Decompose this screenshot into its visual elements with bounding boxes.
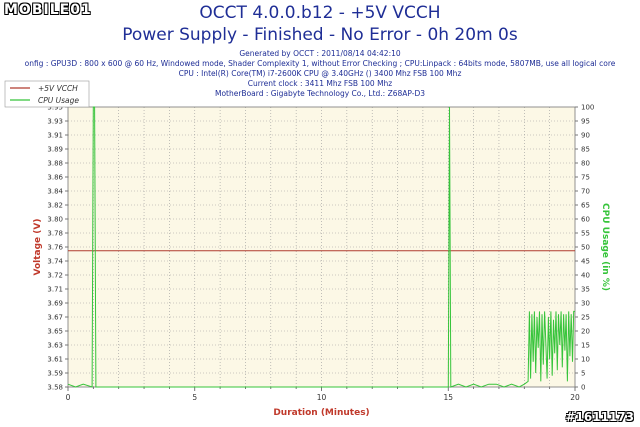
y-right-tick-label: 70 bbox=[581, 188, 590, 196]
series-line-cpu-usage bbox=[67, 106, 575, 388]
y-right-tick-label: 80 bbox=[581, 160, 590, 168]
y-left-tick-label: 3.82 bbox=[47, 202, 63, 210]
y-left-tick-label: 3.63 bbox=[47, 342, 63, 350]
y-left-axis-label: Voltage (V) bbox=[33, 219, 43, 276]
y-left-tick-label: 3.61 bbox=[47, 356, 63, 364]
y-right-tick-label: 0 bbox=[581, 384, 585, 392]
x-tick-label: 0 bbox=[66, 393, 71, 402]
y-right-tick-label: 45 bbox=[581, 258, 590, 266]
y-left-tick-label: 3.67 bbox=[47, 314, 63, 322]
y-left-tick-label: 3.89 bbox=[47, 146, 63, 154]
chart-subtitle: Power Supply - Finished - No Error - 0h … bbox=[122, 25, 518, 45]
y-left-tick-label: 3.78 bbox=[47, 230, 63, 238]
info-motherboard: MotherBoard : Gigabyte Technology Co., L… bbox=[214, 89, 426, 98]
y-right-tick-label: 15 bbox=[581, 342, 590, 350]
legend-label: +5V VCCH bbox=[38, 84, 78, 93]
y-right-tick-label: 30 bbox=[581, 300, 590, 308]
y-right-tick-label: 60 bbox=[581, 216, 590, 224]
y-right-tick-label: 65 bbox=[581, 202, 590, 210]
y-left-tick-label: 3.58 bbox=[47, 384, 63, 392]
y-right-tick-label: 50 bbox=[581, 244, 590, 252]
info-generated: Generated by OCCT : 2011/08/14 04:42:10 bbox=[239, 49, 401, 58]
y-left-tick-label: 3.59 bbox=[47, 370, 63, 378]
y-left-tick-label: 3.93 bbox=[47, 118, 63, 126]
y-left-tick-label: 3.71 bbox=[47, 286, 63, 294]
y-right-axis-label: CPU Usage (in %) bbox=[600, 203, 610, 291]
info-config: onfig : GPU3D : 800 x 600 @ 60 Hz, Windo… bbox=[24, 59, 616, 68]
legend-box bbox=[4, 80, 90, 108]
chart-title: OCCT 4.0.0.b12 - +5V VCCH bbox=[199, 3, 441, 23]
y-right-tick-label: 40 bbox=[581, 272, 590, 280]
y-right-tick-label: 85 bbox=[581, 146, 590, 154]
y-left-tick-label: 3.84 bbox=[47, 188, 63, 196]
legend-label: CPU Usage bbox=[38, 96, 79, 105]
y-left-tick-label: 3.80 bbox=[47, 216, 63, 224]
y-left-tick-label: 3.69 bbox=[47, 300, 63, 308]
x-tick-label: 5 bbox=[192, 393, 197, 402]
y-left-tick-label: 3.95 bbox=[47, 104, 63, 112]
y-right-tick-label: 20 bbox=[581, 328, 590, 336]
x-tick-label: 15 bbox=[443, 393, 453, 402]
y-left-tick-label: 3.74 bbox=[47, 258, 63, 266]
x-axis-label: Duration (Minutes) bbox=[273, 408, 369, 418]
y-right-tick-label: 75 bbox=[581, 174, 590, 182]
watermark-logo: MOBILE01 bbox=[4, 2, 92, 18]
y-left-tick-label: 3.88 bbox=[47, 160, 63, 168]
y-left-tick-label: 3.72 bbox=[47, 272, 63, 280]
y-right-tick-label: 10 bbox=[581, 356, 590, 364]
info-cpu: CPU : Intel(R) Core(TM) i7-2600K CPU @ 3… bbox=[178, 69, 462, 78]
watermark-id: #1611173 bbox=[565, 410, 634, 424]
x-tick-label: 10 bbox=[317, 393, 327, 402]
y-right-tick-label: 55 bbox=[581, 230, 590, 238]
y-right-tick-label: 5 bbox=[581, 370, 585, 378]
y-right-tick-label: 95 bbox=[581, 118, 590, 126]
info-clock: Current clock : 3411 Mhz FSB 100 Mhz bbox=[247, 79, 393, 88]
y-right-tick-label: 25 bbox=[581, 314, 590, 322]
y-left-tick-label: 3.91 bbox=[47, 132, 63, 140]
y-right-tick-label: 90 bbox=[581, 132, 590, 140]
y-right-tick-label: 100 bbox=[581, 104, 594, 112]
x-tick-label: 20 bbox=[570, 393, 580, 402]
y-left-tick-label: 3.65 bbox=[47, 328, 63, 336]
y-right-tick-label: 35 bbox=[581, 286, 590, 294]
y-left-tick-label: 3.86 bbox=[47, 174, 63, 182]
y-left-tick-label: 3.76 bbox=[47, 244, 63, 252]
